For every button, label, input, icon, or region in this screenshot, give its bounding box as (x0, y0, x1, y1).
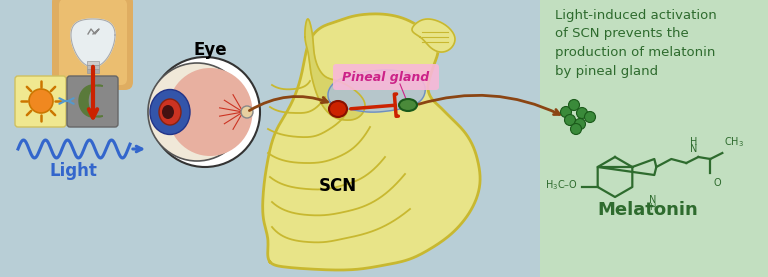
Ellipse shape (148, 63, 246, 161)
Ellipse shape (159, 99, 181, 125)
Ellipse shape (162, 105, 174, 119)
Bar (87, 69, 99, 73)
Text: O: O (713, 178, 721, 188)
Circle shape (577, 107, 588, 119)
Circle shape (568, 99, 580, 111)
Text: Light-induced activation
of SCN prevents the
production of melatonin
by pineal g: Light-induced activation of SCN prevents… (555, 9, 717, 78)
Ellipse shape (329, 101, 347, 117)
Polygon shape (71, 19, 115, 67)
Polygon shape (305, 19, 365, 120)
Bar (87, 61, 99, 65)
Polygon shape (328, 70, 425, 112)
Circle shape (571, 124, 581, 135)
Text: H: H (649, 203, 656, 212)
FancyBboxPatch shape (59, 0, 127, 85)
FancyBboxPatch shape (15, 76, 66, 127)
Polygon shape (263, 14, 480, 270)
FancyBboxPatch shape (333, 64, 439, 90)
Text: N: N (690, 144, 697, 154)
Text: CH$_3$: CH$_3$ (724, 135, 744, 149)
Polygon shape (79, 85, 103, 117)
Bar (540, 0, 768, 277)
Ellipse shape (241, 106, 253, 118)
Circle shape (29, 89, 53, 113)
Text: SCN: SCN (319, 177, 357, 195)
Circle shape (584, 112, 595, 122)
Circle shape (564, 114, 575, 125)
Text: H: H (690, 137, 697, 147)
Text: Melatonin: Melatonin (598, 201, 698, 219)
Text: Eye: Eye (194, 41, 227, 59)
Polygon shape (412, 19, 455, 52)
Text: Light: Light (49, 162, 97, 180)
Circle shape (561, 106, 571, 117)
Circle shape (574, 119, 585, 130)
Ellipse shape (399, 99, 417, 111)
Text: Pineal gland: Pineal gland (343, 71, 429, 83)
Text: H$_3$C–O: H$_3$C–O (545, 178, 578, 192)
Text: N: N (649, 195, 656, 205)
Ellipse shape (167, 68, 253, 156)
Ellipse shape (150, 57, 260, 167)
Bar (0, 0, 540, 277)
FancyBboxPatch shape (52, 0, 133, 90)
FancyBboxPatch shape (67, 76, 118, 127)
Ellipse shape (150, 89, 190, 135)
Bar (87, 65, 99, 69)
